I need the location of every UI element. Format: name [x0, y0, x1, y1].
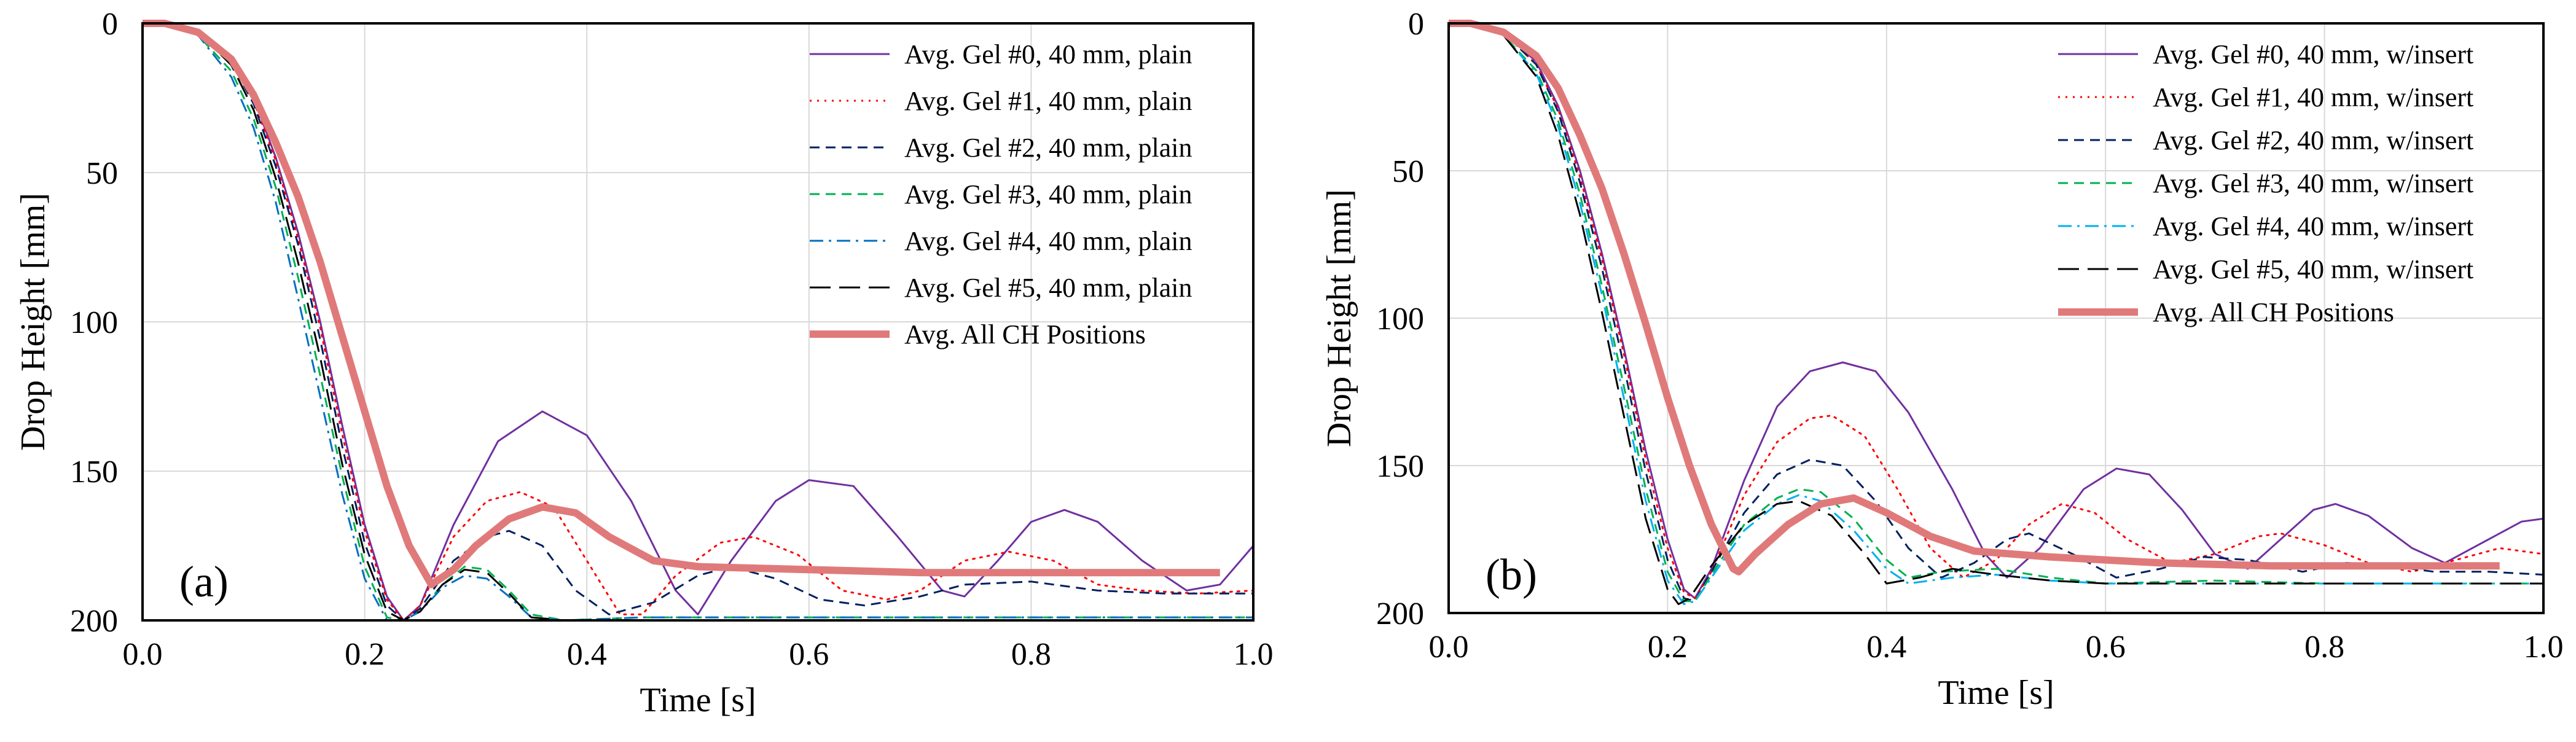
plot-frame — [1447, 22, 2545, 614]
series-line — [1449, 20, 2500, 576]
x-tick-label: 0.2 — [345, 637, 385, 672]
legend-label: Avg. Gel #2, 40 mm, w/insert — [2153, 125, 2473, 155]
x-tick-label: 0.0 — [1429, 630, 1469, 665]
x-tick-label: 0.6 — [789, 637, 829, 672]
panel-label: (b) — [1486, 550, 1537, 599]
y-tick-label: 200 — [70, 604, 118, 639]
legend-label: Avg. Gel #0, 40 mm, plain — [904, 39, 1192, 69]
series-lines — [1447, 20, 2545, 606]
legend-label: Avg. Gel #5, 40 mm, w/insert — [2153, 254, 2473, 284]
x-tick-label: 0.8 — [2304, 630, 2344, 665]
x-tick-label: 1.0 — [1234, 637, 1274, 672]
x-tick-label: 0.4 — [567, 637, 607, 672]
series-line — [1449, 22, 2543, 606]
y-axis-title: Drop Height [mm] — [1320, 189, 1358, 447]
legend-label: Avg. Gel #3, 40 mm, plain — [904, 179, 1192, 209]
panel-label: (a) — [179, 557, 229, 606]
legend-label: Avg. Gel #1, 40 mm, w/insert — [2153, 82, 2473, 112]
plot-frame — [141, 22, 1255, 622]
series-line — [143, 20, 1220, 588]
series-line — [143, 22, 1255, 622]
y-tick-label: 0 — [102, 7, 118, 42]
y-tick-label: 100 — [1376, 302, 1424, 337]
y-tick-label: 50 — [86, 156, 118, 191]
x-tick-label: 0.6 — [2086, 630, 2126, 665]
legend-label: Avg. Gel #3, 40 mm, w/insert — [2153, 168, 2473, 198]
y-tick-label: 50 — [1392, 154, 1424, 189]
x-axis-title: Time [s] — [1938, 674, 2054, 712]
series-line — [141, 22, 1255, 622]
legend-label: Avg. Gel #4, 40 mm, plain — [904, 226, 1192, 256]
legend-label: Avg. All CH Positions — [904, 319, 1146, 350]
series-line — [1449, 22, 2543, 603]
y-tick-label: 200 — [1376, 596, 1424, 631]
x-tick-label: 0.8 — [1011, 637, 1051, 672]
series-line — [1447, 22, 2545, 599]
x-tick-label: 0.4 — [1866, 630, 1906, 665]
legend-label: Avg. Gel #4, 40 mm, w/insert — [2153, 211, 2473, 241]
x-tick-label: 0.0 — [123, 637, 163, 672]
y-axis-title: Drop Height [mm] — [14, 193, 52, 451]
legend-label: Avg. Gel #0, 40 mm, w/insert — [2153, 39, 2473, 69]
legend-label: Avg. All CH Positions — [2153, 297, 2394, 327]
series-line — [143, 22, 1253, 622]
grid-lines — [143, 23, 1253, 620]
y-tick-label: 150 — [1376, 449, 1424, 484]
x-tick-label: 1.0 — [2524, 630, 2564, 665]
legend-label: Avg. Gel #2, 40 mm, plain — [904, 133, 1192, 163]
series-line — [1449, 22, 2544, 599]
y-tick-label: 150 — [70, 455, 118, 490]
y-tick-label: 100 — [70, 305, 118, 340]
x-tick-label: 0.2 — [1648, 630, 1688, 665]
x-axis-title: Time [s] — [640, 681, 756, 719]
legend-label: Avg. Gel #5, 40 mm, plain — [904, 273, 1192, 303]
tick-labels: 0.0 0.2 0.4 0.6 0.8 1.0 0 50 100 150 200 — [70, 7, 1274, 672]
grid-lines — [1449, 23, 2543, 613]
y-tick-label: 0 — [1408, 7, 1424, 42]
legend-label: Avg. Gel #1, 40 mm, plain — [904, 86, 1192, 116]
tick-labels: 0.0 0.2 0.4 0.6 0.8 1.0 0 50 100 150 200 — [1376, 7, 2564, 665]
legend: Avg. Gel #0, 40 mm, w/insert Avg. Gel #1,… — [2058, 39, 2473, 327]
legend: Avg. Gel #0, 40 mm, plain Avg. Gel #1, 40… — [810, 39, 1192, 350]
